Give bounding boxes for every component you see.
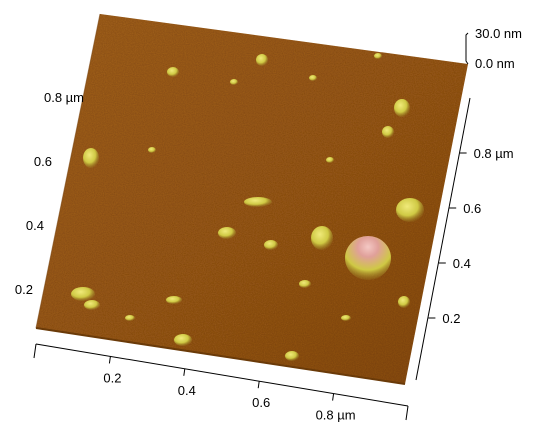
particle (71, 287, 95, 301)
particle (326, 157, 334, 163)
front-x-axis: 0.2 0.4 0.6 0.8 µm (33, 343, 409, 423)
particle (256, 54, 268, 66)
front-x-axis-end-tick (33, 343, 37, 359)
right-y-tick-label: 0.8 µm (474, 146, 514, 161)
particle (83, 148, 99, 168)
particle (311, 226, 333, 250)
particle (244, 197, 272, 207)
right-y-axis-line (415, 97, 471, 381)
left-y-tick-label: 0.8 µm (44, 90, 84, 105)
particle (218, 227, 236, 239)
particle (148, 147, 156, 153)
left-y-tick-label: 0.6 (34, 154, 52, 169)
large-particle (345, 236, 391, 280)
z-scale-bottom-label: 0.0 nm (475, 56, 515, 71)
left-y-tick-label: 0.2 (15, 282, 33, 297)
particle (394, 99, 410, 117)
front-x-tick-label: 0.6 (252, 395, 270, 410)
surface-left-edge (35, 13, 101, 329)
particle (230, 79, 238, 85)
particle (264, 240, 278, 250)
particle (125, 315, 135, 321)
z-scale-bracket (465, 32, 469, 65)
particle (398, 296, 410, 308)
front-x-tick (257, 381, 260, 389)
particle (374, 53, 382, 59)
front-x-tick (108, 356, 111, 364)
front-x-tick (332, 393, 335, 401)
left-y-axis: 0.2 0.4 0.6 0.8 µm (15, 90, 84, 297)
surface-group (35, 13, 468, 385)
particle (382, 126, 394, 138)
particle (174, 334, 192, 346)
right-y-axis: 0.2 0.4 0.6 0.8 µm (415, 97, 514, 381)
z-scale-top-label: 30.0 nm (475, 26, 522, 41)
particle (299, 280, 311, 288)
particles (71, 53, 424, 361)
particle (166, 296, 182, 304)
front-x-axis-end-tick (405, 405, 409, 421)
surface-front-edge (35, 327, 406, 385)
particle (309, 75, 317, 81)
particle (396, 198, 424, 222)
particle (285, 351, 299, 361)
front-x-tick (183, 368, 186, 376)
particle (84, 300, 100, 310)
z-scale: 30.0 nm 0.0 nm (465, 26, 522, 71)
front-x-tick-label: 0.8 µm (316, 408, 356, 423)
particle (167, 67, 179, 77)
front-x-tick-label: 0.2 (103, 370, 121, 385)
right-y-tick-label: 0.6 (463, 201, 481, 216)
right-y-tick-label: 0.2 (442, 311, 460, 326)
front-x-tick-label: 0.4 (178, 383, 196, 398)
particle (341, 315, 351, 321)
right-y-tick-label: 0.4 (453, 256, 471, 271)
front-x-axis-line (35, 343, 409, 407)
left-y-tick-label: 0.4 (26, 218, 44, 233)
